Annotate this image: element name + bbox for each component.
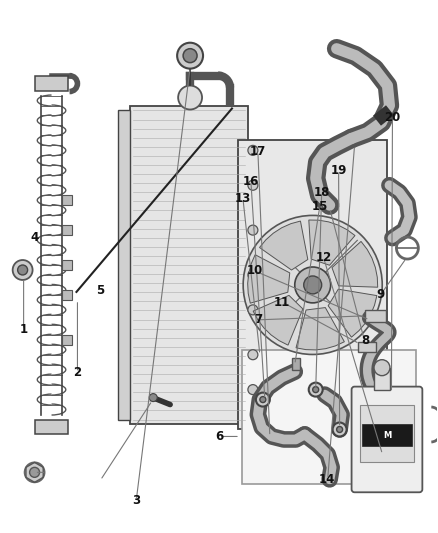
Polygon shape — [253, 295, 303, 345]
Text: 9: 9 — [376, 288, 385, 301]
Circle shape — [248, 385, 258, 394]
Circle shape — [256, 393, 270, 407]
Circle shape — [248, 270, 258, 280]
Circle shape — [260, 397, 266, 402]
Circle shape — [18, 265, 28, 275]
Bar — [238, 140, 388, 430]
FancyBboxPatch shape — [352, 386, 422, 492]
Circle shape — [25, 462, 45, 482]
Circle shape — [248, 305, 258, 315]
Circle shape — [177, 43, 203, 69]
Polygon shape — [296, 308, 344, 350]
Text: 1: 1 — [19, 322, 28, 336]
Bar — [35, 419, 68, 434]
Bar — [63, 260, 72, 270]
Circle shape — [178, 86, 202, 109]
Text: M: M — [383, 431, 391, 440]
Bar — [63, 290, 72, 300]
Text: 6: 6 — [215, 430, 223, 443]
Text: 8: 8 — [361, 334, 369, 348]
Circle shape — [30, 467, 39, 478]
Bar — [242, 350, 417, 484]
Text: 5: 5 — [96, 285, 104, 297]
Circle shape — [248, 350, 258, 360]
Polygon shape — [309, 220, 355, 265]
Bar — [63, 195, 72, 205]
Circle shape — [183, 49, 197, 63]
Polygon shape — [332, 241, 378, 287]
Text: 15: 15 — [311, 200, 328, 214]
Text: 20: 20 — [384, 111, 400, 124]
Circle shape — [374, 360, 390, 376]
Circle shape — [313, 386, 319, 393]
Text: 19: 19 — [331, 164, 347, 177]
Circle shape — [332, 423, 346, 437]
Bar — [63, 335, 72, 345]
Bar — [357, 342, 375, 352]
Text: 17: 17 — [250, 144, 266, 158]
Bar — [374, 368, 390, 390]
Circle shape — [309, 383, 323, 397]
Text: 10: 10 — [247, 264, 263, 277]
Text: 7: 7 — [254, 313, 262, 326]
Polygon shape — [259, 221, 308, 270]
Text: 2: 2 — [73, 366, 81, 379]
Text: 16: 16 — [243, 175, 259, 188]
Bar — [63, 225, 72, 235]
Circle shape — [243, 215, 382, 354]
Text: 3: 3 — [132, 494, 140, 507]
Bar — [360, 405, 414, 462]
Text: 18: 18 — [314, 185, 330, 199]
Bar — [35, 76, 68, 91]
Text: 11: 11 — [274, 296, 290, 309]
Circle shape — [337, 426, 343, 432]
Polygon shape — [247, 255, 290, 303]
Circle shape — [304, 276, 321, 294]
Bar — [364, 310, 386, 322]
Circle shape — [248, 225, 258, 235]
Circle shape — [248, 146, 258, 155]
Text: 14: 14 — [319, 473, 336, 486]
Circle shape — [149, 393, 157, 401]
Text: 4: 4 — [31, 231, 39, 244]
Circle shape — [295, 267, 331, 303]
Bar — [118, 110, 130, 419]
Circle shape — [248, 180, 258, 190]
Text: 12: 12 — [316, 251, 332, 264]
Bar — [130, 106, 248, 424]
Bar — [361, 424, 413, 447]
Bar — [292, 358, 300, 370]
Text: 13: 13 — [235, 192, 251, 205]
Circle shape — [13, 260, 32, 280]
Polygon shape — [328, 289, 377, 337]
